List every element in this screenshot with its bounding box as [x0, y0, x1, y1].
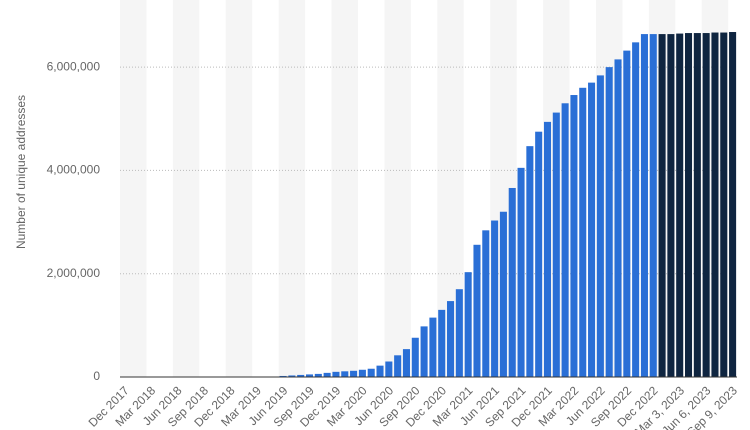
bar [667, 34, 675, 377]
bar [676, 33, 684, 378]
bar [623, 50, 631, 377]
bar [297, 374, 305, 377]
bar [491, 220, 499, 377]
bar [640, 34, 648, 377]
bar [693, 33, 701, 377]
bar [420, 326, 428, 377]
bar [729, 32, 737, 378]
background-stripe [384, 0, 411, 377]
bar [455, 289, 463, 377]
bar [447, 301, 455, 377]
bar [649, 34, 657, 377]
y-tick-label: 0 [93, 369, 100, 383]
bar [411, 337, 419, 377]
bar [552, 112, 560, 378]
bar [508, 187, 516, 377]
bar [402, 349, 410, 377]
bar [358, 369, 366, 377]
background-stripe [120, 0, 147, 377]
bar [535, 131, 543, 377]
bar [561, 103, 569, 378]
bar [658, 34, 666, 377]
bar [517, 167, 525, 377]
bar [632, 42, 640, 377]
y-tick-label: 2,000,000 [47, 266, 101, 280]
bar [499, 211, 507, 377]
bar [588, 82, 596, 378]
bar [367, 368, 375, 377]
bar [314, 373, 322, 377]
bar [279, 375, 287, 377]
bar [429, 317, 437, 377]
bar [332, 371, 340, 377]
bar [305, 374, 314, 377]
bar [350, 370, 358, 377]
bar [579, 87, 587, 377]
bar [605, 67, 613, 377]
bar [570, 95, 578, 377]
bar [323, 372, 331, 377]
y-axis-title: Number of unique addresses [14, 95, 28, 249]
bar [464, 272, 472, 377]
bar [702, 33, 710, 377]
y-tick-label: 6,000,000 [47, 59, 101, 73]
background-stripe [278, 0, 306, 377]
y-tick-label: 4,000,000 [47, 163, 101, 177]
bar [288, 375, 296, 377]
bar [711, 32, 719, 378]
bar [720, 32, 728, 378]
bar [473, 244, 481, 377]
bar [394, 355, 402, 377]
background-stripe [172, 0, 200, 377]
bar [596, 75, 604, 378]
bar [376, 365, 384, 377]
bar [526, 146, 534, 377]
bar [614, 59, 622, 377]
bar [482, 230, 490, 377]
bar [684, 33, 693, 377]
bar [438, 309, 446, 377]
background-stripe [225, 0, 253, 377]
bar [341, 371, 349, 377]
background-stripe [331, 0, 358, 377]
bar [543, 121, 552, 377]
bar [385, 361, 393, 377]
